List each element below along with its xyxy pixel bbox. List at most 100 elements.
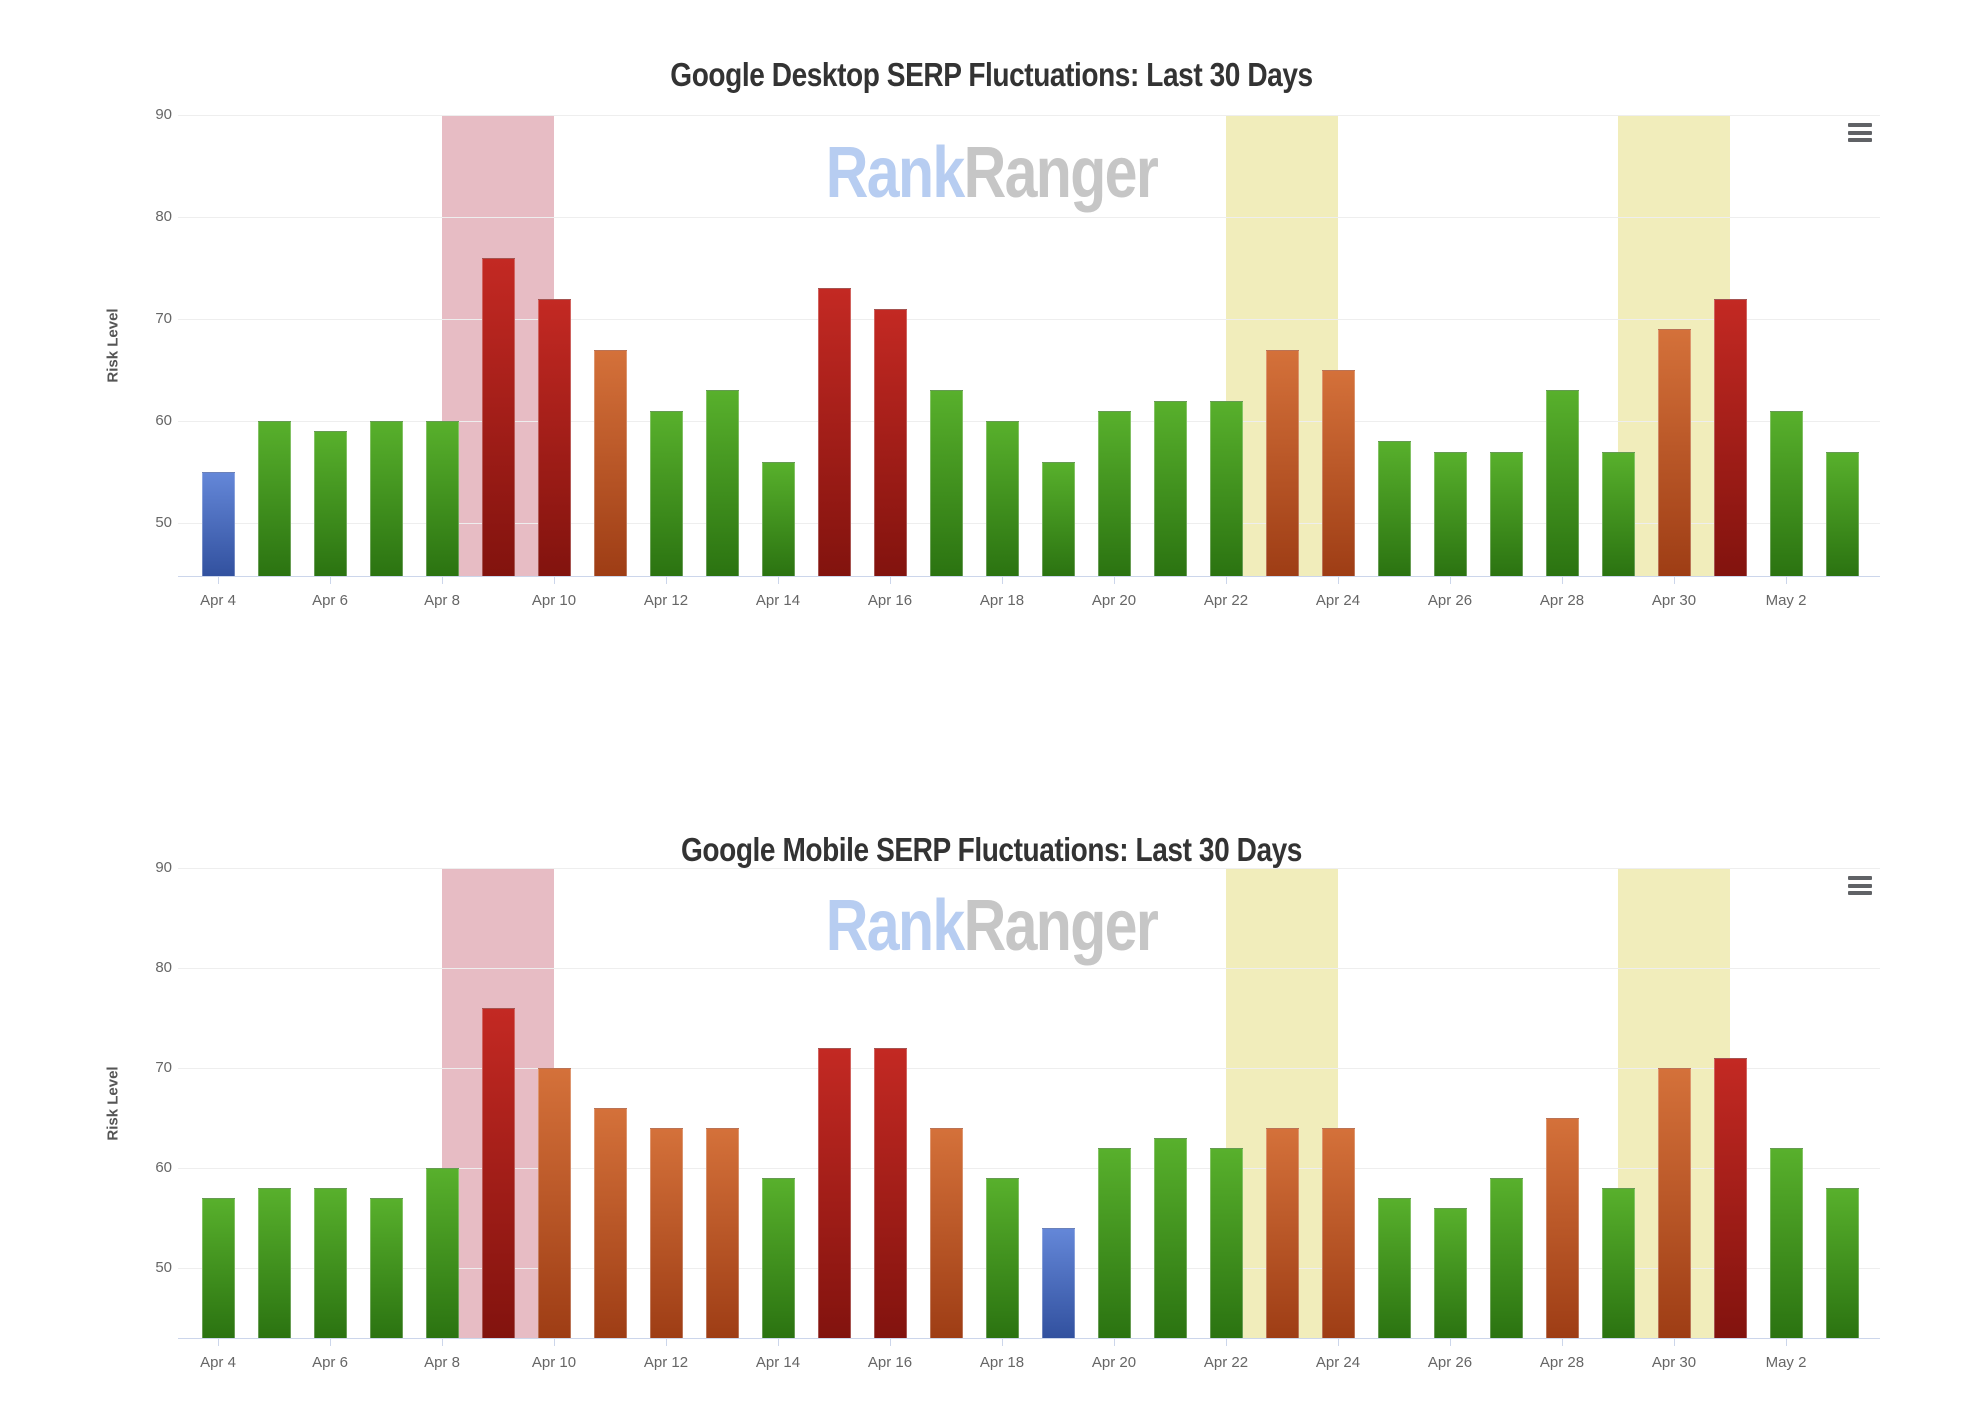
x-axis-line: [178, 1338, 1880, 1339]
bar-may-3[interactable]: [1825, 451, 1859, 576]
x-axis-tick-label: Apr 6: [312, 592, 348, 609]
bar-apr-12[interactable]: [649, 410, 683, 576]
bar-apr-13[interactable]: [705, 390, 739, 576]
x-axis-tick: [554, 577, 555, 584]
bar-apr-16[interactable]: [873, 1048, 907, 1338]
bar-apr-22[interactable]: [1209, 400, 1243, 576]
bar-apr-12[interactable]: [649, 1128, 683, 1338]
bar-apr-26[interactable]: [1433, 451, 1467, 576]
bar-apr-30[interactable]: [1657, 329, 1691, 576]
bar-apr-14[interactable]: [761, 461, 795, 576]
x-axis-tick-labels: Apr 4 Apr 6 Apr 8 Apr 10 Apr 12 Apr 14 Apr 16 A…: [190, 1338, 1870, 1378]
bar-apr-6[interactable]: [313, 1188, 347, 1338]
bar-apr-30[interactable]: [1657, 1068, 1691, 1338]
x-axis-tick-label: Apr 4: [200, 1354, 236, 1371]
bar-may-1[interactable]: [1713, 298, 1747, 576]
x-axis-tick-label: Apr 10: [531, 1354, 577, 1371]
bar-apr-29[interactable]: [1601, 1188, 1635, 1338]
bar-apr-21[interactable]: [1153, 400, 1187, 576]
bar-apr-7[interactable]: [369, 1198, 403, 1338]
bar-apr-19[interactable]: [1041, 1228, 1075, 1338]
bar-apr-10[interactable]: [537, 298, 571, 576]
bar-apr-5[interactable]: [257, 1188, 291, 1338]
x-axis-tick-label: Apr 16: [867, 592, 913, 609]
bar-apr-9[interactable]: [481, 1008, 515, 1338]
bar-apr-16[interactable]: [873, 308, 907, 576]
hamburger-icon: [1848, 876, 1872, 880]
x-axis-tick: [330, 577, 331, 584]
bar-apr-9[interactable]: [481, 257, 515, 576]
x-axis-tick: [330, 1339, 331, 1346]
bar-may-3[interactable]: [1825, 1188, 1859, 1338]
bar-apr-22[interactable]: [1209, 1148, 1243, 1338]
bar-may-2[interactable]: [1769, 410, 1803, 576]
y-axis-tick-label: 80: [155, 959, 172, 976]
bar-apr-8[interactable]: [425, 420, 459, 576]
bar-apr-13[interactable]: [705, 1128, 739, 1338]
bar-apr-11[interactable]: [593, 349, 627, 576]
x-axis-tick-label: Apr 22: [1203, 1354, 1249, 1371]
bar-apr-11[interactable]: [593, 1108, 627, 1338]
bar-apr-28[interactable]: [1545, 1118, 1579, 1338]
bar-apr-14[interactable]: [761, 1178, 795, 1338]
bar-apr-24[interactable]: [1321, 369, 1355, 576]
bar-apr-21[interactable]: [1153, 1138, 1187, 1338]
bar-apr-6[interactable]: [313, 431, 347, 576]
x-axis-tick: [1002, 577, 1003, 584]
hamburger-icon: [1848, 138, 1872, 142]
bar-apr-4[interactable]: [201, 471, 235, 576]
bar-apr-29[interactable]: [1601, 451, 1635, 576]
bar-apr-23[interactable]: [1265, 349, 1299, 576]
bar-apr-8[interactable]: [425, 1168, 459, 1338]
bar-apr-19[interactable]: [1041, 461, 1075, 576]
bar-apr-15[interactable]: [817, 1048, 851, 1338]
x-axis-tick: [778, 1339, 779, 1346]
bar-apr-7[interactable]: [369, 420, 403, 576]
bar-apr-25[interactable]: [1377, 1198, 1411, 1338]
bar-apr-20[interactable]: [1097, 1148, 1131, 1338]
bar-apr-10[interactable]: [537, 1068, 571, 1338]
bar-apr-15[interactable]: [817, 288, 851, 576]
x-axis-tick-label: Apr 6: [312, 1354, 348, 1371]
x-axis-tick: [1002, 1339, 1003, 1346]
bar-apr-17[interactable]: [929, 390, 963, 576]
page-title: Google Mobile SERP Fluctuations: Last 30…: [681, 831, 1302, 868]
bar-apr-28[interactable]: [1545, 390, 1579, 576]
x-axis-tick-label: Apr 24: [1315, 1354, 1361, 1371]
x-axis-tick: [890, 1339, 891, 1346]
bar-apr-26[interactable]: [1433, 1208, 1467, 1338]
x-axis-tick-label: Apr 26: [1427, 1354, 1473, 1371]
gridline-90: [178, 868, 1880, 869]
bar-apr-18[interactable]: [985, 1178, 1019, 1338]
bar-apr-5[interactable]: [257, 420, 291, 576]
x-axis-tick-label: Apr 28: [1539, 1354, 1585, 1371]
x-axis-tick: [1114, 577, 1115, 584]
bar-apr-27[interactable]: [1489, 1178, 1523, 1338]
chart-export-menu-button[interactable]: [1848, 876, 1872, 895]
x-axis-tick: [1786, 577, 1787, 584]
y-axis-tick-label: 90: [155, 859, 172, 876]
x-axis-tick: [1786, 1339, 1787, 1346]
x-axis-tick: [1338, 1339, 1339, 1346]
bar-apr-23[interactable]: [1265, 1128, 1299, 1338]
bar-apr-20[interactable]: [1097, 410, 1131, 576]
gridline-70: [178, 319, 1880, 320]
chart-export-menu-button[interactable]: [1848, 123, 1872, 142]
bar-apr-25[interactable]: [1377, 441, 1411, 576]
bar-apr-18[interactable]: [985, 420, 1019, 576]
plot-area: [178, 115, 1880, 576]
bar-may-1[interactable]: [1713, 1058, 1747, 1338]
y-axis-tick-label: 60: [155, 1159, 172, 1176]
bar-apr-17[interactable]: [929, 1128, 963, 1338]
x-axis-tick: [442, 1339, 443, 1346]
gridline-80: [178, 968, 1880, 969]
x-axis-tick-label: May 2: [1765, 592, 1807, 609]
y-axis-tick-labels: 90 80 70 60 50: [0, 859, 172, 1338]
x-axis-tick: [1114, 1339, 1115, 1346]
bar-apr-4[interactable]: [201, 1198, 235, 1338]
bar-apr-27[interactable]: [1489, 451, 1523, 576]
gridline-60: [178, 1168, 1880, 1169]
bar-may-2[interactable]: [1769, 1148, 1803, 1338]
bar-apr-24[interactable]: [1321, 1128, 1355, 1338]
y-axis-tick-label: 60: [155, 412, 172, 429]
